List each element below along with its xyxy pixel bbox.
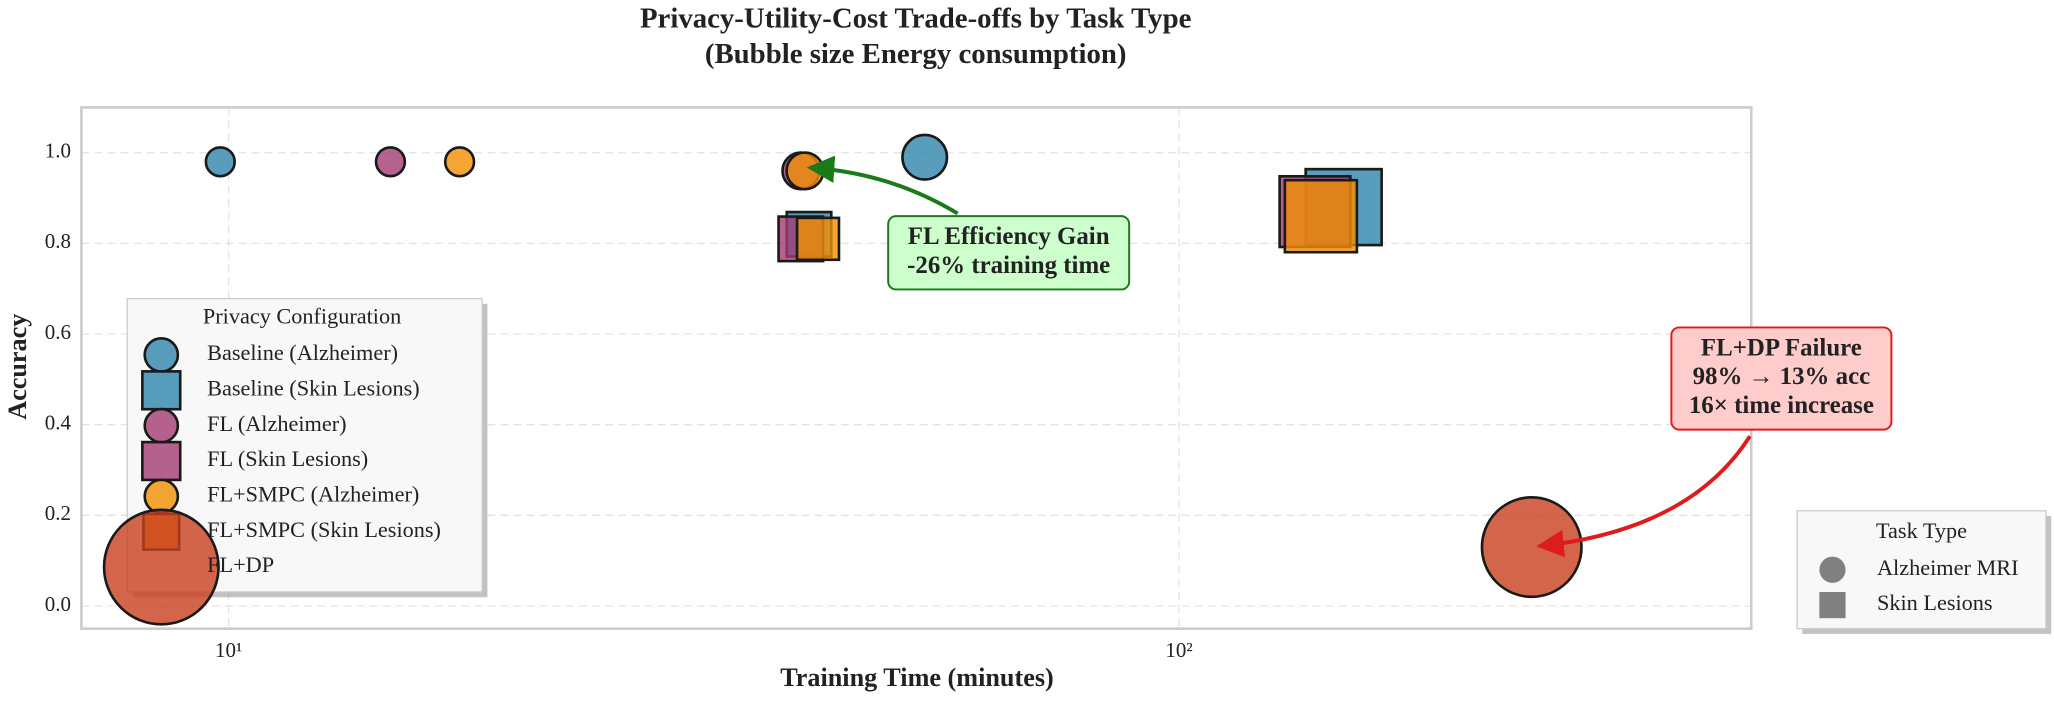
y-tick-label: 0.8 xyxy=(45,229,71,253)
legend-marker xyxy=(143,337,180,373)
chart-title: Privacy-Utility-Cost Trade-offs by Task … xyxy=(640,3,1192,35)
y-tick-label: 0.4 xyxy=(45,410,72,434)
annotation-text: 98% → 13% acc xyxy=(1693,363,1871,390)
bubble xyxy=(785,151,825,191)
y-tick-label: 0.6 xyxy=(45,320,71,344)
annotation-text: FL Efficiency Gain xyxy=(908,223,1110,250)
bubble xyxy=(1480,495,1583,599)
legend-label: Baseline (Skin Lesions) xyxy=(207,375,420,400)
y-tick-label: 0.2 xyxy=(45,501,71,525)
legend-label: Baseline (Alzheimer) xyxy=(207,340,398,365)
annotation-text: -26% training time xyxy=(907,252,1110,279)
legend-marker xyxy=(143,407,180,444)
y-tick-label: 1.0 xyxy=(45,139,71,163)
annotation-arrow xyxy=(806,155,959,216)
annotation-box xyxy=(1670,326,1893,431)
legend-marker xyxy=(143,478,180,515)
annotation-text: 16× time increase xyxy=(1689,392,1874,419)
legend-marker xyxy=(1819,556,1846,583)
legend-label: FL (Alzheimer) xyxy=(207,411,346,436)
bubble xyxy=(374,146,407,178)
x-tick-label: 10¹ xyxy=(215,638,242,662)
legend-title: Task Type xyxy=(1876,518,1967,543)
legend-label: FL (Skin Lesions) xyxy=(207,446,368,471)
legend-marker xyxy=(141,370,182,411)
legend-label: Skin Lesions xyxy=(1877,590,1993,615)
annotation-box xyxy=(887,215,1131,291)
bubble xyxy=(204,146,236,178)
legend-label: FL+SMPC (Alzheimer) xyxy=(207,481,419,506)
legend-title: Privacy Configuration xyxy=(203,303,401,328)
bubble-square xyxy=(1283,178,1359,254)
y-axis-label: Accuracy xyxy=(3,314,32,420)
legend-marker xyxy=(1819,591,1846,619)
legend-label: FL+SMPC (Skin Lesions) xyxy=(207,517,441,542)
x-axis-label: Training Time (minutes) xyxy=(780,663,1054,692)
legend-label: FL+DP xyxy=(207,552,274,577)
legend-marker xyxy=(141,440,182,482)
annotation-text: FL+DP Failure xyxy=(1701,334,1862,361)
x-tick-label: 10² xyxy=(1165,638,1192,662)
bubble xyxy=(901,133,949,181)
chart-subtitle: (Bubble size Energy consumption) xyxy=(705,38,1127,70)
bubble xyxy=(443,146,476,178)
annotation-arrow xyxy=(1536,435,1752,558)
y-tick-label: 0.0 xyxy=(45,592,71,616)
bubble-square xyxy=(795,216,841,262)
legend-label: Alzheimer MRI xyxy=(1877,555,2019,580)
legend-marker xyxy=(102,508,220,626)
